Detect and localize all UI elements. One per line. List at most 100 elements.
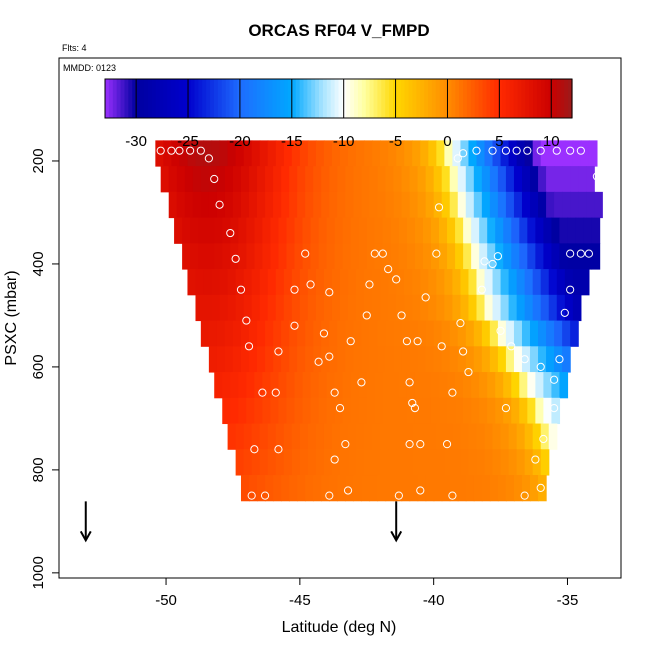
heatmap-cell xyxy=(337,346,346,373)
heatmap-cell xyxy=(222,397,231,425)
sample-point xyxy=(260,491,270,500)
colorbar-segment xyxy=(307,79,312,118)
heatmap-cell xyxy=(262,397,272,425)
heatmap-cell xyxy=(270,372,280,399)
colorbar-segment xyxy=(171,79,176,118)
colorbar-segment xyxy=(299,79,305,118)
heatmap-cell xyxy=(580,269,590,296)
colorbar-segment xyxy=(568,79,573,118)
heatmap-cell xyxy=(578,166,587,193)
colorbar-segment xyxy=(225,79,231,118)
heatmap-cell xyxy=(246,397,255,425)
heatmap-cell xyxy=(417,346,427,373)
sample-point xyxy=(365,280,374,289)
heatmap-cell xyxy=(291,269,301,296)
heatmap-cell xyxy=(505,475,515,502)
heatmap-cell xyxy=(513,191,523,219)
heatmap-cell xyxy=(307,423,317,450)
heatmap-cell xyxy=(591,243,601,270)
colorbar-segment xyxy=(233,79,238,118)
plot-frame xyxy=(58,57,622,579)
heatmap-cell xyxy=(305,475,314,502)
heatmap-cell xyxy=(270,217,280,244)
heatmap-cell xyxy=(449,191,459,219)
sample-point xyxy=(560,308,569,317)
heatmap-cell xyxy=(425,475,435,502)
heatmap-cell xyxy=(200,320,210,347)
heatmap-cell xyxy=(348,423,357,450)
heatmap-cell xyxy=(548,423,558,450)
heatmap-cell xyxy=(361,320,371,347)
heatmap-cell xyxy=(457,166,467,193)
heatmap-cell xyxy=(254,397,263,425)
heatmap-cell xyxy=(487,217,496,244)
colorbar-segment xyxy=(466,79,472,118)
heatmap-cell xyxy=(465,346,475,373)
heatmap-cell xyxy=(489,346,499,373)
heatmap-cell xyxy=(452,294,462,322)
heatmap-cell xyxy=(313,346,322,373)
heatmap-cell xyxy=(594,191,603,219)
sample-point xyxy=(432,249,441,258)
heatmap-cell xyxy=(340,423,349,450)
heatmap-cell xyxy=(267,140,277,167)
heatmap-cell xyxy=(313,166,322,193)
colorbar-segment xyxy=(194,79,199,118)
heatmap-cell xyxy=(238,217,247,244)
heatmap-cell xyxy=(208,191,218,219)
colorbar-segment xyxy=(248,79,254,118)
heatmap-cell xyxy=(476,449,486,476)
heatmap-cell xyxy=(227,269,237,296)
sample-point xyxy=(472,146,481,155)
colorbar-segment xyxy=(276,79,281,118)
sample-point xyxy=(520,355,529,364)
colorbar-segment xyxy=(108,79,114,118)
colorbar-segment xyxy=(260,79,266,118)
heatmap-cell xyxy=(481,166,491,193)
heatmap-cell xyxy=(433,320,443,347)
heatmap-cell xyxy=(588,140,598,167)
colorbar-segment xyxy=(206,79,211,118)
sample-point xyxy=(408,398,417,408)
heatmap-cell xyxy=(211,140,221,167)
heatmap-cell xyxy=(377,320,387,347)
heatmap-cell xyxy=(447,397,456,425)
heatmap-cell xyxy=(567,217,577,244)
colorbar-segment xyxy=(470,79,476,118)
heatmap-cell xyxy=(273,191,282,219)
heatmap-cell xyxy=(374,397,384,425)
chart-title: ORCAS RF04 V_FMPD xyxy=(248,21,429,40)
heatmap-cell xyxy=(307,269,317,296)
sample-point xyxy=(410,403,420,413)
heatmap-cell xyxy=(265,320,274,347)
heatmap-cell xyxy=(409,475,419,502)
heatmap-cell xyxy=(315,449,325,476)
heatmap-cell xyxy=(417,475,427,502)
colorbar-segment xyxy=(540,79,546,118)
sample-point xyxy=(335,403,345,413)
heatmap-cell xyxy=(420,294,429,322)
heatmap-cell xyxy=(481,320,491,347)
colorbar-segment xyxy=(435,79,441,118)
heatmap-cell xyxy=(313,320,322,347)
heatmap-cell xyxy=(519,397,528,425)
heatmap-cell xyxy=(430,243,440,270)
heatmap-cell xyxy=(232,346,242,373)
heatmap-cell xyxy=(216,320,226,347)
heatmap-cell xyxy=(216,346,226,373)
heatmap-cell xyxy=(345,346,354,373)
heatmap-cell xyxy=(310,217,320,244)
heatmap-cell xyxy=(321,475,330,502)
colorbar-segment xyxy=(217,79,223,118)
y-tick-label: 200 xyxy=(30,148,47,173)
heatmap-cell xyxy=(249,475,258,502)
heatmap-cell xyxy=(337,166,346,193)
heatmap-cell xyxy=(473,475,483,502)
colorbar-segment xyxy=(381,79,386,118)
heatmap-cell xyxy=(342,397,352,425)
heatmap-cell xyxy=(535,372,544,399)
heatmap-cell xyxy=(492,269,502,296)
heatmap-cell xyxy=(377,346,387,373)
heatmap-cell xyxy=(372,140,381,167)
